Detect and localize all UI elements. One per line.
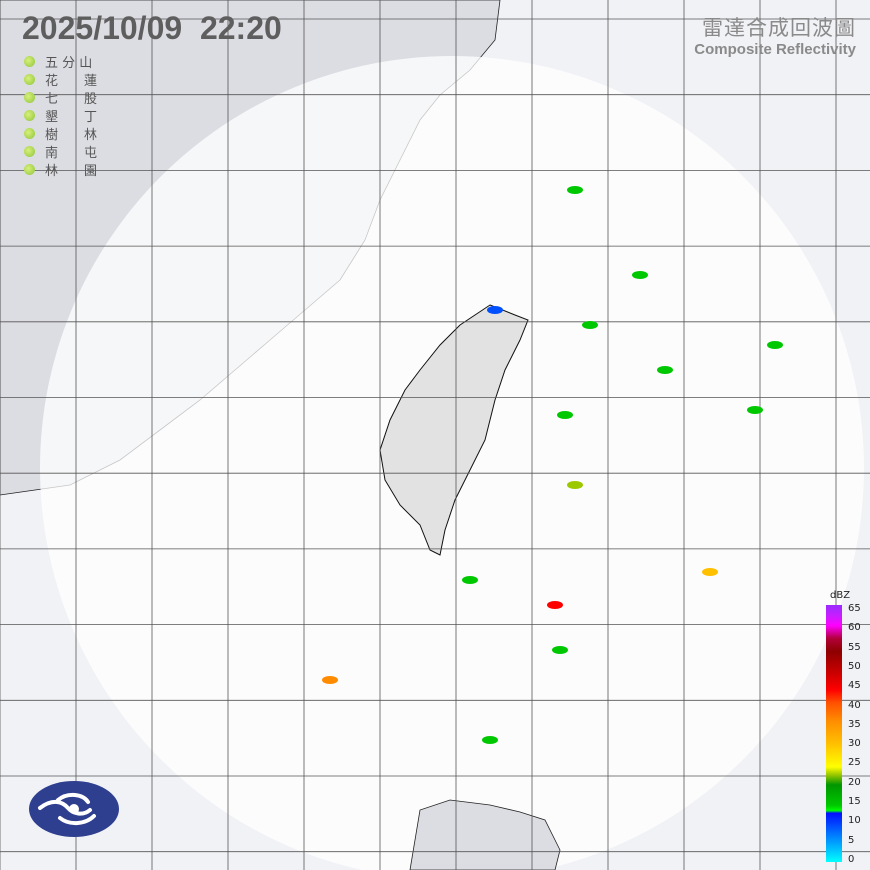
cwa-logo-icon [29,781,119,837]
colorbar-tick: 50 [848,660,861,672]
timestamp: 2025/10/09 22:20 [22,10,282,46]
echo-cell [322,676,338,684]
echo-cell [567,481,583,489]
echo-cell [567,186,583,194]
title-english: Composite Reflectivity [694,41,856,58]
echo-cell [487,306,503,314]
status-dot-icon [24,55,35,67]
echo-cell [557,411,573,419]
status-dot-icon [24,109,35,121]
echo-cell [767,341,783,349]
echo-cell [747,406,763,414]
radar-station-list: 五 分 山 花 蓮 七 股 墾 丁 樹 林 南 屯 林 園 [24,52,125,179]
map-title: 雷達合成回波圖 Composite Reflectivity [694,12,856,58]
status-dot-icon [24,163,35,175]
station-item: 花 蓮 [24,70,125,89]
echo-cell [632,271,648,279]
colorbar-tick: 20 [848,776,861,788]
echo-cell [702,568,718,576]
luzon-land [409,799,561,870]
colorbar-tick: 0 [848,853,855,865]
status-dot-icon [24,73,35,85]
station-item: 七 股 [24,88,125,107]
station-item: 墾 丁 [24,106,125,125]
colorbar-tick: 10 [848,815,861,827]
colorbar-tick: 25 [848,757,861,769]
status-dot-icon [24,91,35,103]
echo-cell [657,366,673,374]
echo-cell [462,576,478,584]
colorbar-tick: 65 [848,603,861,614]
colorbar-unit: dBZ [830,590,851,601]
colorbar-tick: 30 [848,738,861,750]
echo-cell [482,736,498,744]
colorbar-tick: 5 [848,834,855,846]
echo-cell [552,646,568,654]
status-dot-icon [24,127,35,139]
colorbar-tick: 40 [848,699,861,711]
station-item: 五 分 山 [24,52,125,71]
colorbar-tick: 45 [848,680,861,692]
station-item: 樹 林 [24,124,125,143]
colorbar-tick: 35 [848,718,861,730]
station-item: 林 園 [24,160,125,179]
status-dot-icon [24,145,35,157]
taiwan-island [379,304,529,556]
colorbar-tick: 55 [848,641,861,653]
echo-cell [582,321,598,329]
colorbar-tick: 15 [848,796,861,807]
radar-echoes [322,186,783,744]
colorbar [826,605,842,862]
title-chinese: 雷達合成回波圖 [702,16,856,40]
station-item: 南 屯 [24,142,125,161]
colorbar-tick: 60 [848,622,861,634]
echo-cell [547,601,563,609]
